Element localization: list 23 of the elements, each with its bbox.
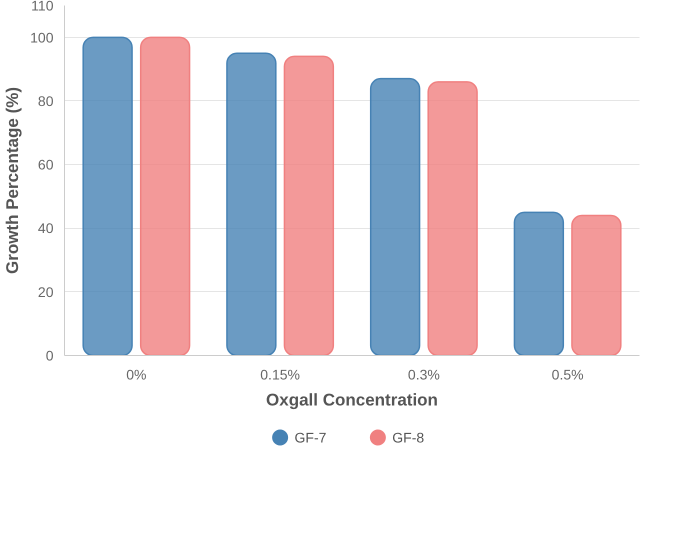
bar [571,214,622,356]
y-tick-label: 40 [38,220,54,236]
bar [284,56,334,356]
x-tick-label: 0% [126,366,146,382]
bar [226,52,277,356]
y-axis-title: Growth Percentage (%) [3,86,22,274]
y-tick-label: 20 [38,284,54,300]
x-axis-title: Oxgall Concentration [266,390,438,410]
y-tick-label: 0 [46,348,54,364]
y-tick-label: 60 [38,156,54,173]
x-tick-label: 0.5% [552,366,584,382]
legend-label: GF-7 [294,430,327,446]
bar [82,36,133,356]
x-tick-label: 0.3% [408,366,440,382]
y-tick-label: 110 [31,0,54,14]
y-tick-label: 100 [30,29,54,46]
bar [140,36,190,356]
bar [370,78,420,356]
y-tick-label: 80 [38,92,54,109]
legend-label: GF-8 [392,430,424,446]
bar [514,212,564,356]
x-tick-label: 0.15% [260,366,300,382]
bar [427,81,478,356]
